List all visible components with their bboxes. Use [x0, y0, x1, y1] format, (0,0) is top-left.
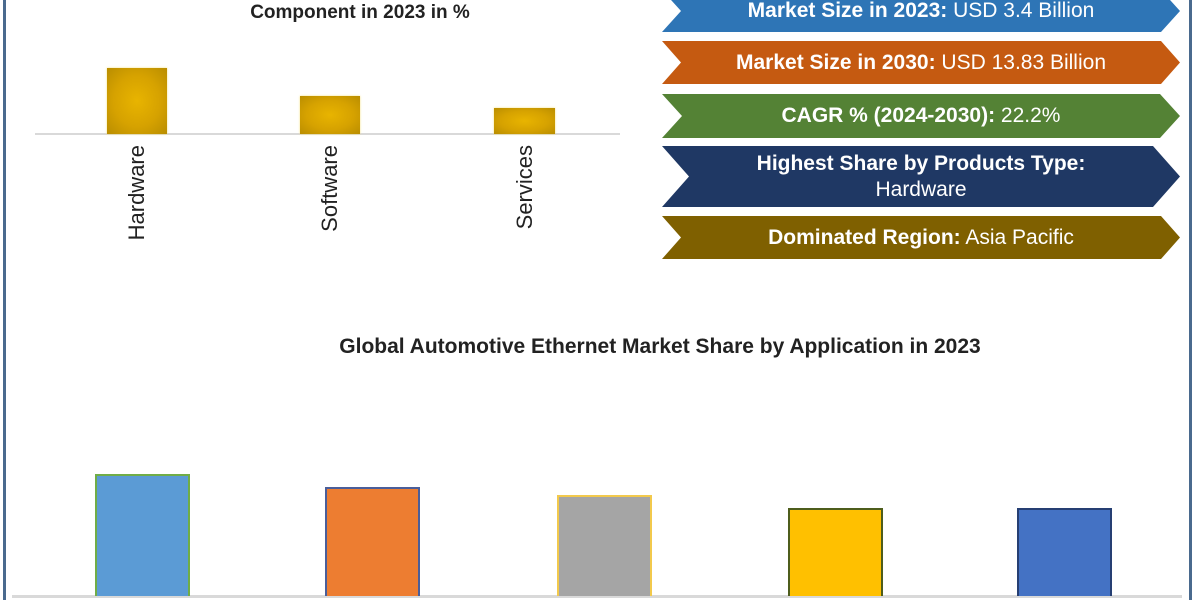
highlight-key: CAGR % (2024-2030):	[781, 104, 996, 127]
frame-border-right	[1189, 0, 1192, 600]
application-bar-4	[788, 508, 883, 596]
application-bar-2	[325, 487, 420, 596]
highlight-key: Market Size in 2030:	[735, 50, 936, 74]
highlight-arrow-2: Market Size in 2030: USD 13.83 Billion	[662, 41, 1180, 84]
highlight-arrow-1: Market Size in 2023: USD 3.4 Billion	[662, 0, 1180, 32]
frame-border-left	[3, 0, 6, 600]
highlight-value: USD 3.4 Billion	[947, 0, 1095, 22]
application-chart-title: Global Automotive Ethernet Market Share …	[339, 335, 981, 358]
highlight-key: Dominated Region:	[768, 225, 961, 249]
component-bar-hardware	[107, 68, 167, 134]
application-chart-baseline	[12, 595, 1182, 598]
application-bar-5	[1017, 508, 1112, 596]
highlight-arrow-4: Highest Share by Products Type: Hardware	[662, 146, 1180, 207]
component-label-hardware: Hardware	[124, 145, 149, 241]
highlight-key: Highest Share by Products Type:	[756, 151, 1086, 175]
highlight-key: Market Size in 2023:	[747, 0, 948, 22]
application-bar-1	[95, 474, 190, 596]
highlight-value: Asia Pacific	[960, 225, 1074, 249]
component-bar-software	[300, 96, 360, 134]
application-bar-3	[557, 495, 652, 596]
component-label-software: Software	[317, 145, 342, 232]
highlight-arrow-3: CAGR % (2024-2030): 22.2%	[662, 94, 1180, 138]
highlight-value: USD 13.83 Billion	[935, 50, 1106, 74]
highlight-value: 22.2%	[995, 104, 1061, 127]
component-bar-services	[494, 108, 555, 134]
highlight-value: Hardware	[875, 177, 967, 201]
component-chart-baseline	[35, 133, 620, 135]
component-chart-title: Component in 2023 in %	[250, 2, 470, 23]
highlight-arrow-5: Dominated Region: Asia Pacific	[662, 216, 1180, 259]
component-label-services: Services	[511, 145, 537, 230]
